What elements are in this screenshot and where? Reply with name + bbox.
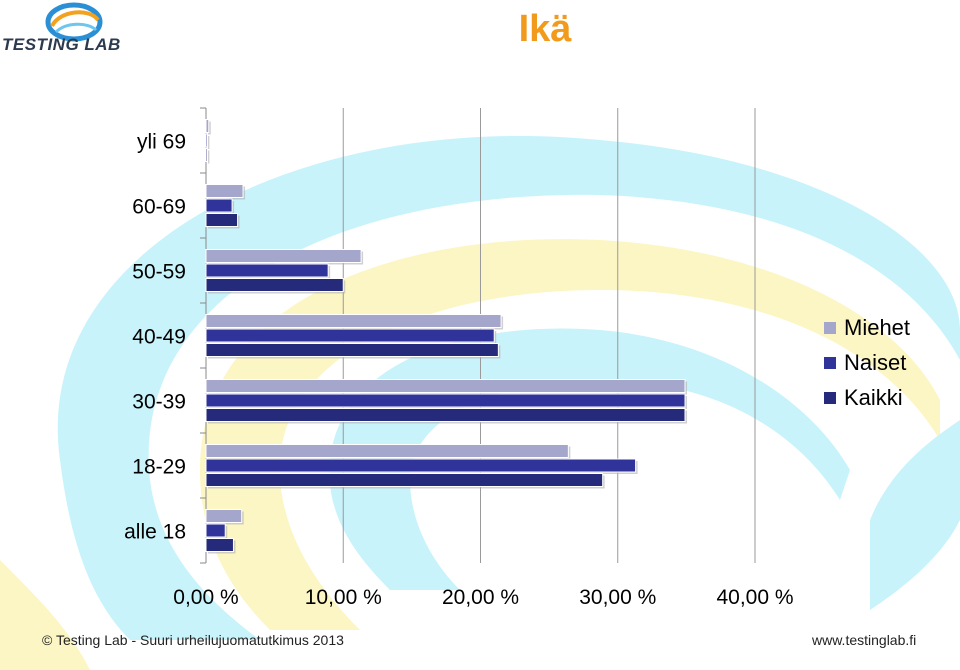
legend-label: Kaikki xyxy=(844,384,903,410)
bar-miehet-40-49 xyxy=(205,314,502,328)
bar-kaikki-50-59 xyxy=(205,278,344,292)
legend-item-miehet: Miehet xyxy=(824,310,910,345)
logo-swoosh-icon xyxy=(45,2,103,42)
bar-naiset-60-69 xyxy=(205,198,233,213)
bar-miehet-30-39 xyxy=(205,379,686,393)
category-label-18-29: 18-29 xyxy=(132,456,186,479)
bar-shadow xyxy=(208,150,210,164)
bar-kaikki-60-69 xyxy=(205,213,239,227)
logo-wordmark: TESTING LAB xyxy=(2,35,121,54)
bar-kaikki-alle 18 xyxy=(205,538,234,552)
bar-naiset-18-29 xyxy=(205,458,637,473)
footer-website: www.testinglab.fi xyxy=(812,632,917,648)
legend-label: Naiset xyxy=(844,349,907,375)
bar-miehet-alle 18 xyxy=(205,509,243,523)
chart-legend: Miehet Naiset Kaikki xyxy=(824,310,910,415)
legend-item-naiset: Naiset xyxy=(824,345,910,380)
page-title: Ikä xyxy=(518,8,572,50)
bar-kaikki-yli 69 xyxy=(205,148,208,162)
legend-label: Miehet xyxy=(844,314,911,340)
x-tick-label-3: 30,00 % xyxy=(579,586,656,609)
bar-naiset-yli 69 xyxy=(205,133,208,148)
legend-item-kaikki: Kaikki xyxy=(824,380,910,415)
legend-swatch xyxy=(824,391,836,404)
x-tick-label-4: 40,00 % xyxy=(716,586,793,609)
bar-shadow xyxy=(208,136,210,149)
bar-shadow xyxy=(208,121,211,135)
bar-miehet-18-29 xyxy=(205,444,569,458)
legend-swatch xyxy=(824,321,836,334)
footer-copyright: © Testing Lab - Suuri urheilujuomatutkim… xyxy=(42,632,344,648)
bar-naiset-alle 18 xyxy=(205,523,226,538)
category-label-yli 69: yli 69 xyxy=(137,131,186,154)
category-label-30-39: 30-39 xyxy=(132,391,186,414)
bar-kaikki-30-39 xyxy=(205,408,686,422)
bar-miehet-yli 69 xyxy=(205,119,210,133)
bar-miehet-50-59 xyxy=(205,249,362,263)
bar-kaikki-40-49 xyxy=(205,343,499,357)
x-tick-label-2: 20,00 % xyxy=(442,586,519,609)
category-label-alle 18: alle 18 xyxy=(124,521,186,544)
category-label-50-59: 50-59 xyxy=(132,261,186,284)
bar-miehet-60-69 xyxy=(205,184,244,198)
testing-lab-logo: TESTING LAB xyxy=(0,0,150,58)
bar-naiset-40-49 xyxy=(205,328,495,343)
category-label-60-69: 60-69 xyxy=(132,196,186,219)
category-label-40-49: 40-49 xyxy=(132,326,186,349)
x-tick-label-1: 10,00 % xyxy=(305,586,382,609)
bar-naiset-50-59 xyxy=(205,263,329,278)
legend-swatch xyxy=(824,356,836,369)
x-tick-label-0: 0,00 % xyxy=(173,586,238,609)
bar-kaikki-18-29 xyxy=(205,473,604,487)
bar-naiset-30-39 xyxy=(205,393,686,408)
